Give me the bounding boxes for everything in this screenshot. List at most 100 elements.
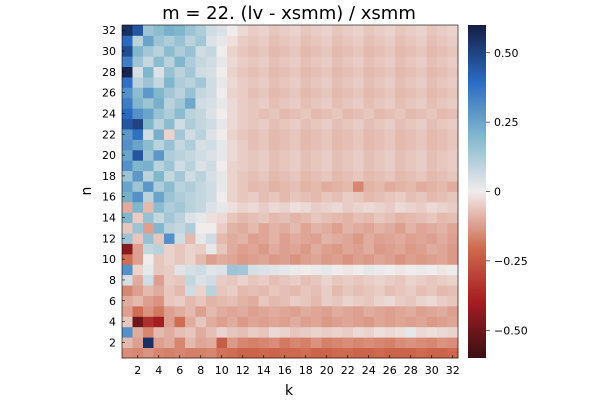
heatmap-cell [290, 77, 301, 88]
heatmap-cell [416, 285, 427, 296]
heatmap-cell [437, 337, 448, 348]
heatmap-cell [384, 129, 396, 140]
heatmap-cell [426, 139, 438, 151]
heatmap-cell [258, 66, 270, 78]
heatmap-cell [447, 264, 459, 276]
heatmap-cell [311, 170, 322, 182]
heatmap-cell [269, 201, 280, 213]
heatmap-cell [311, 25, 322, 36]
heatmap-cell [321, 170, 333, 182]
heatmap-cell [153, 305, 165, 317]
heatmap-cell [185, 222, 196, 234]
y-tick-label: 4 [109, 316, 116, 329]
heatmap-cell [153, 160, 165, 172]
heatmap-cell [216, 191, 228, 203]
heatmap-cell [426, 118, 438, 130]
heatmap-cell [237, 212, 249, 224]
heatmap-cell [248, 243, 259, 255]
heatmap-cell [363, 129, 375, 140]
heatmap-cell [185, 264, 196, 276]
heatmap-cell [227, 139, 238, 151]
heatmap-cell [237, 77, 249, 88]
heatmap-cell [248, 149, 259, 161]
heatmap-cell [143, 118, 154, 130]
heatmap-cell [206, 191, 217, 203]
heatmap-cell [374, 337, 385, 348]
heatmap-cell [300, 35, 312, 47]
heatmap-cell [353, 160, 364, 172]
heatmap-cell [384, 316, 396, 328]
heatmap-cell [237, 160, 249, 172]
heatmap-cell [279, 285, 291, 296]
heatmap-cell [311, 337, 322, 348]
heatmap-cell [416, 201, 427, 213]
heatmap-cell [185, 87, 196, 99]
heatmap-cell [143, 97, 154, 109]
heatmap-cell [405, 274, 417, 286]
heatmap-cell [395, 347, 406, 359]
heatmap-cell [290, 212, 301, 224]
heatmap-cell [122, 305, 133, 317]
heatmap-cell [216, 295, 228, 307]
heatmap-cell [248, 305, 259, 317]
heatmap-cell [195, 170, 207, 182]
heatmap-cell [279, 25, 291, 36]
heatmap-cell [374, 129, 385, 140]
heatmap-cell [437, 274, 448, 286]
heatmap-cell [321, 233, 333, 244]
heatmap-cell [300, 181, 312, 192]
heatmap-cell [447, 129, 459, 140]
heatmap-cell [195, 149, 207, 161]
heatmap-cell [174, 243, 186, 255]
heatmap-cell [185, 170, 196, 182]
heatmap-cell [426, 337, 438, 348]
heatmap-cell [405, 35, 417, 47]
heatmap-cell [311, 66, 322, 78]
heatmap-cell [132, 212, 144, 224]
heatmap-cell [342, 222, 354, 234]
heatmap-cell [353, 295, 364, 307]
heatmap-cell [405, 212, 417, 224]
heatmap-cell [395, 97, 406, 109]
heatmap-cell [363, 160, 375, 172]
x-tick-label: 30 [425, 364, 439, 377]
heatmap-cell [164, 97, 175, 109]
heatmap-cell [332, 191, 343, 203]
heatmap-cell [164, 305, 175, 317]
y-tick-label: 22 [102, 128, 116, 141]
heatmap-cell [353, 305, 364, 317]
heatmap-cell [290, 347, 301, 359]
heatmap-cell [332, 243, 343, 255]
heatmap-cell [174, 264, 186, 276]
heatmap-cell [258, 326, 270, 338]
heatmap-cell [437, 326, 448, 338]
heatmap-cell [164, 139, 175, 151]
heatmap-cell [279, 337, 291, 348]
heatmap-cell [122, 326, 133, 338]
heatmap-cell [353, 129, 364, 140]
heatmap-cell [447, 285, 459, 296]
heatmap-cell [353, 45, 364, 57]
heatmap-cell [426, 253, 438, 265]
heatmap-cell [248, 118, 259, 130]
heatmap-cell [174, 45, 186, 57]
heatmap-cell [216, 139, 228, 151]
heatmap-cell [342, 170, 354, 182]
heatmap-cell [437, 97, 448, 109]
colorbar-tick-label: 0.50 [494, 47, 519, 60]
heatmap-cell [311, 160, 322, 172]
heatmap-cell [248, 139, 259, 151]
heatmap-cell [342, 56, 354, 68]
heatmap-cell [353, 87, 364, 99]
heatmap-cell [153, 201, 165, 213]
heatmap-cell [248, 87, 259, 99]
heatmap-cell [437, 295, 448, 307]
heatmap-cell [195, 222, 207, 234]
heatmap-cell [363, 66, 375, 78]
heatmap-cell [300, 45, 312, 57]
heatmap-cell [248, 108, 259, 120]
heatmap-cell [237, 191, 249, 203]
heatmap-cell [437, 243, 448, 255]
heatmap-cell [384, 25, 396, 36]
